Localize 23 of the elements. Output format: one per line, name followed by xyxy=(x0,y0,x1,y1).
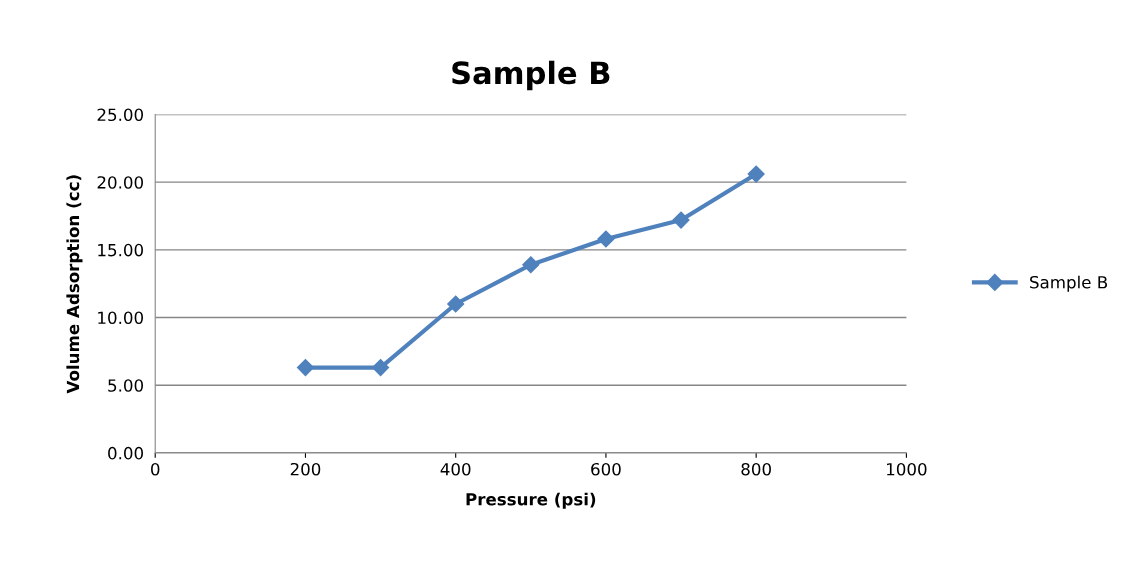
y-axis-title: Volume Adsorption (cc) xyxy=(66,175,83,394)
x-tick-label: 1000 xyxy=(887,462,927,476)
chart-title: Sample B xyxy=(452,60,610,91)
x-axis-title: Pressure (psi) xyxy=(466,492,596,509)
point xyxy=(296,359,315,377)
legend-label: Sample B xyxy=(1030,275,1108,292)
point xyxy=(372,359,390,377)
point xyxy=(672,211,690,229)
x-tick-label: 400 xyxy=(440,462,471,476)
x-tick-label: 200 xyxy=(290,462,321,476)
point xyxy=(522,256,540,274)
point xyxy=(447,295,465,313)
point xyxy=(747,165,765,183)
y-tick-label: 20.00 xyxy=(97,176,143,189)
y-tick-label: 5.00 xyxy=(108,379,143,392)
point xyxy=(597,230,615,248)
x-tick-label: 800 xyxy=(741,462,771,476)
y-tick-label: 15.00 xyxy=(98,243,143,257)
y-tick-label: 25.00 xyxy=(97,108,143,122)
y-tick-label: 0.00 xyxy=(108,446,143,460)
x-tick-label: 600 xyxy=(591,462,621,476)
x-tick-label: 0 xyxy=(151,462,160,476)
y-tick-label: 10.00 xyxy=(98,311,143,325)
